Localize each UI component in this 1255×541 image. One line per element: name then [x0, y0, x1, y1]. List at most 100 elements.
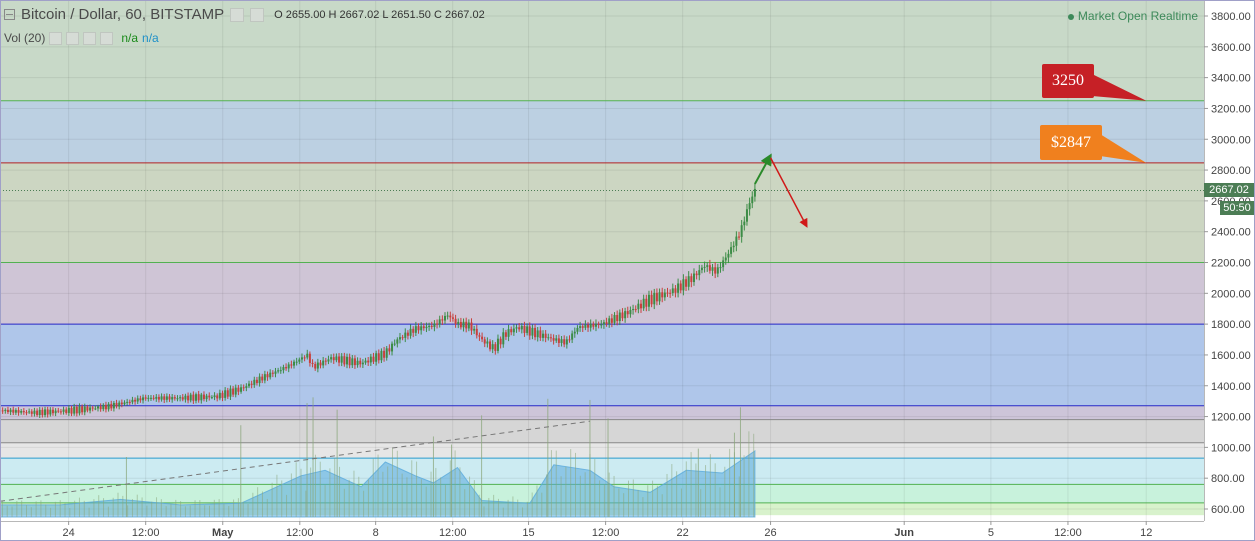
candle — [751, 191, 754, 209]
candle — [142, 394, 145, 404]
candle — [520, 322, 523, 334]
format-icon-vol[interactable] — [66, 31, 80, 45]
candle-body — [745, 209, 748, 222]
status-dot-icon — [1067, 13, 1074, 20]
candle-body — [369, 356, 372, 363]
candle — [240, 384, 243, 394]
band-7 — [0, 442, 1204, 459]
volume-label[interactable]: Vol (20) — [4, 31, 46, 45]
candle — [602, 319, 605, 329]
candle — [465, 317, 468, 333]
price-tick-label: 3000.00 — [1211, 134, 1251, 146]
candle-body — [459, 321, 462, 328]
collapse-icon[interactable] — [4, 9, 15, 20]
data-mode: Realtime — [1150, 9, 1198, 23]
candle — [49, 407, 52, 417]
symbol-title[interactable]: Bitcoin / Dollar, 60, BITSTAMP — [21, 6, 225, 23]
candle — [391, 341, 394, 356]
volume-legend: Vol (20) n/a n/a — [4, 31, 159, 45]
candle-body — [518, 327, 521, 330]
candle-body — [9, 409, 12, 413]
candle-body — [645, 298, 648, 307]
candle — [118, 400, 121, 410]
candle-body — [335, 356, 338, 361]
close-icon[interactable] — [100, 31, 114, 45]
candle-body — [722, 260, 725, 268]
candle — [338, 352, 341, 367]
candle — [237, 384, 240, 396]
candle — [285, 363, 288, 371]
candle-body — [478, 335, 481, 337]
target-label-2847[interactable]: $2847 — [1040, 125, 1102, 160]
candle — [687, 271, 690, 291]
format-icon[interactable] — [230, 7, 245, 22]
candle — [134, 397, 137, 405]
candle — [489, 339, 492, 352]
candle-body — [189, 394, 192, 401]
candle — [369, 353, 372, 366]
candle — [690, 273, 693, 288]
candle-body — [142, 397, 145, 401]
time-tick-label: 12:00 — [286, 527, 314, 539]
candle — [14, 408, 17, 415]
candle — [587, 322, 590, 332]
candle-body — [46, 409, 49, 415]
candle-body — [54, 410, 57, 414]
time-axis-bg — [0, 521, 1255, 541]
candle-body — [454, 318, 457, 324]
price-tick-label: 3400.00 — [1211, 73, 1251, 85]
candle — [409, 324, 412, 339]
candle-body — [552, 338, 555, 341]
candle — [12, 406, 15, 416]
candle-body — [192, 394, 195, 401]
candle-body — [634, 309, 637, 311]
candle — [380, 348, 383, 364]
eye-icon[interactable] — [49, 31, 63, 45]
candle — [210, 395, 213, 400]
candle-body — [539, 330, 542, 338]
candle — [735, 231, 738, 252]
candle-body — [544, 333, 547, 338]
candle-body — [467, 322, 470, 329]
candle-body — [549, 337, 552, 339]
candle — [605, 317, 608, 327]
candle — [269, 369, 272, 380]
candle — [428, 322, 431, 331]
candle-body — [449, 315, 452, 318]
settings-icon-vol[interactable] — [83, 31, 97, 45]
time-tick-label: 15 — [522, 527, 534, 539]
candle-body — [412, 328, 415, 333]
settings-icon[interactable] — [250, 7, 265, 22]
candle-body — [682, 279, 685, 291]
candle-body — [465, 321, 468, 329]
candle-body — [30, 411, 33, 414]
candle — [213, 392, 216, 401]
candle — [730, 241, 733, 258]
candle — [266, 371, 269, 381]
candle — [549, 333, 552, 342]
candle — [287, 362, 290, 373]
candle — [449, 311, 452, 322]
candle — [30, 409, 33, 417]
time-tick-label: 22 — [677, 527, 689, 539]
candle-body — [253, 379, 256, 385]
candle-body — [70, 407, 73, 414]
candle-body — [152, 397, 155, 399]
band-6 — [0, 419, 1204, 443]
price-tick-label: 2800.00 — [1211, 165, 1251, 177]
candle-body — [677, 283, 680, 293]
candle-body — [242, 387, 245, 389]
candle-body — [481, 336, 484, 340]
candle — [258, 373, 261, 387]
candle-body — [213, 395, 216, 398]
candle — [499, 336, 502, 349]
candle-body — [406, 332, 409, 336]
candle-body — [25, 412, 28, 414]
candle — [250, 380, 253, 389]
callout-pointer-2847 — [1100, 134, 1147, 163]
target-label-3250[interactable]: 3250 — [1042, 64, 1094, 98]
candle — [640, 299, 643, 313]
candle-body — [557, 338, 560, 343]
candle-body — [536, 330, 539, 338]
